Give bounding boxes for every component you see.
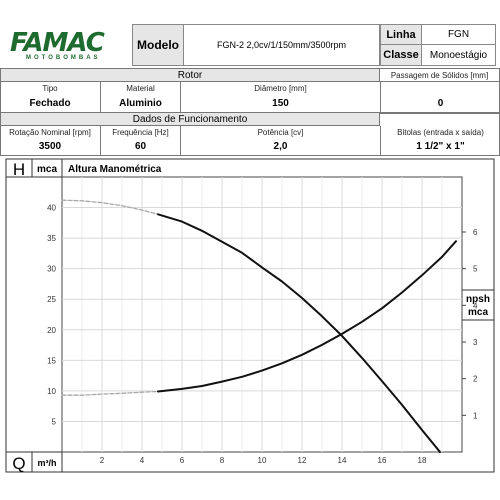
diametro-label: Diâmetro [mm]	[180, 82, 380, 94]
y2-tick-label: 4	[473, 301, 478, 310]
model-value: FGN-2 2,0cv/1/150mm/3500rpm	[184, 24, 380, 66]
y-tick-label: 10	[47, 387, 56, 396]
chart-series	[61, 199, 457, 453]
y2-tick-label: 1	[473, 411, 478, 420]
potencia-label: Potência [cv]	[180, 126, 380, 138]
chart-grid	[62, 177, 462, 452]
operation-title: Dados de Funcionamento	[0, 112, 380, 126]
bitolas-value: 1 1/2" x 1"	[380, 138, 500, 155]
y2-tick-label: 2	[473, 375, 478, 384]
rotacao-value: 3500	[38, 141, 62, 152]
head-curve-solid	[157, 213, 441, 453]
x-tick-label: 16	[378, 456, 387, 465]
x-tick-label: 18	[418, 456, 427, 465]
brand-logo: FAMAC MOTOBOMBAS	[6, 26, 130, 66]
x-tick-label: 10	[258, 456, 267, 465]
npsh-box	[461, 289, 495, 321]
q-unit: m³/h	[38, 458, 57, 468]
npsh-curve-solid	[157, 240, 457, 393]
npsh-unit: mca	[468, 307, 488, 318]
y-tick-label: 35	[47, 234, 56, 243]
npsh-curve-dashed	[61, 390, 159, 396]
x-tick-label: 12	[298, 456, 307, 465]
line-label: Linha	[380, 24, 422, 45]
diametro-value: 150	[180, 94, 380, 112]
line-value: FGN	[422, 24, 496, 45]
frequencia-label: Frequência [Hz]	[100, 126, 180, 138]
y-tick-label: 20	[47, 326, 56, 335]
x-tick-label: 8	[220, 456, 225, 465]
chart-title: Altura Manométrica	[68, 164, 162, 175]
material-label: Material	[100, 82, 180, 94]
y-tick-label: 5	[52, 417, 57, 426]
y2-tick-label: 5	[473, 265, 478, 274]
h-letter: H	[13, 160, 25, 179]
class-label: Classe	[380, 45, 422, 66]
potencia-value: 2,0	[180, 138, 380, 155]
y-tick-label: 15	[47, 356, 56, 365]
material-value: Aluminio	[100, 94, 180, 112]
tipo-value: Fechado	[29, 97, 71, 109]
frequencia-value: 60	[100, 138, 180, 155]
x-tick-label: 2	[100, 456, 105, 465]
y2-tick-label: 6	[473, 228, 478, 237]
brand-subtitle: MOTOBOMBAS	[26, 55, 101, 61]
y-tick-label: 40	[47, 204, 56, 213]
x-tick-label: 4	[140, 456, 145, 465]
x-tick-label: 6	[180, 456, 185, 465]
h-unit: mca	[37, 164, 57, 175]
y2-tick-label: 3	[473, 338, 478, 347]
q-letter: Q	[12, 454, 25, 473]
bitolas-label: Bitolas (entrada x saída)	[380, 126, 500, 138]
h-unit-box	[31, 158, 63, 178]
head-curve-dashed	[61, 199, 159, 215]
model-label: Modelo	[132, 24, 184, 66]
brand-name: FAMAC	[10, 28, 105, 58]
q-unit-box	[31, 451, 63, 473]
class-value: Monoestágio	[422, 45, 496, 66]
y-tick-label: 30	[47, 265, 56, 274]
y-tick-label: 25	[47, 295, 56, 304]
x-tick-label: 14	[338, 456, 347, 465]
rotacao-label: Rotação Nominal [rpm]	[9, 127, 91, 137]
rotor-title: Rotor	[0, 68, 380, 82]
tipo-label: Tipo	[42, 83, 58, 93]
npsh-label: npsh	[466, 294, 490, 305]
solidos-value: 0	[380, 82, 500, 112]
